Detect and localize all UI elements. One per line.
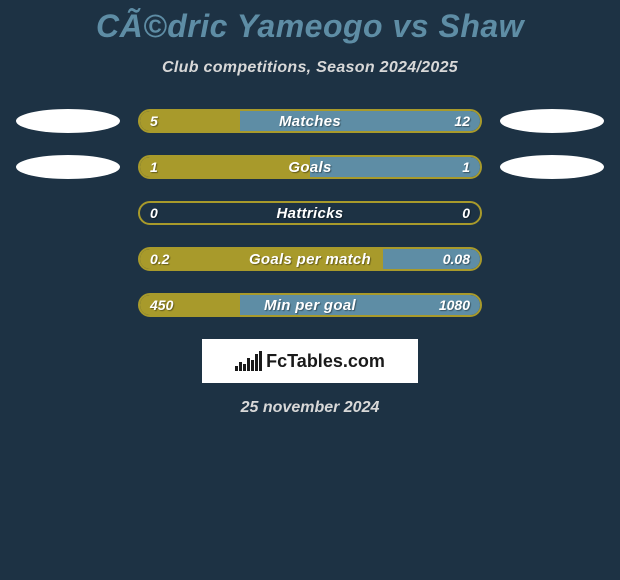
- stat-label: Min per goal: [140, 295, 480, 315]
- brand-bars-icon: [235, 351, 262, 371]
- stat-row: 512Matches: [0, 109, 620, 133]
- brand-box[interactable]: FcTables.com: [202, 339, 418, 383]
- left-ellipse: [16, 155, 120, 179]
- page-title: CÃ©dric Yameogo vs Shaw: [0, 0, 620, 45]
- stat-row: 4501080Min per goal: [0, 293, 620, 317]
- stat-bar: 0.20.08Goals per match: [138, 247, 482, 271]
- brand-inner: FcTables.com: [235, 351, 385, 372]
- stat-row: 0.20.08Goals per match: [0, 247, 620, 271]
- brand-text: FcTables.com: [266, 351, 385, 372]
- stat-rows: 512Matches 11Goals 00Hattricks 0.20.08Goals…: [0, 109, 620, 317]
- stat-bar: 512Matches: [138, 109, 482, 133]
- stat-label: Matches: [140, 111, 480, 131]
- stat-label: Goals: [140, 157, 480, 177]
- page-subtitle: Club competitions, Season 2024/2025: [0, 59, 620, 77]
- right-ellipse: [500, 109, 604, 133]
- stat-bar: 4501080Min per goal: [138, 293, 482, 317]
- stat-label: Goals per match: [140, 249, 480, 269]
- stat-bar: 00Hattricks: [138, 201, 482, 225]
- stat-label: Hattricks: [140, 203, 480, 223]
- stat-row: 00Hattricks: [0, 201, 620, 225]
- stat-bar: 11Goals: [138, 155, 482, 179]
- right-ellipse: [500, 155, 604, 179]
- left-ellipse: [16, 109, 120, 133]
- date-text: 25 november 2024: [0, 399, 620, 417]
- stat-row: 11Goals: [0, 155, 620, 179]
